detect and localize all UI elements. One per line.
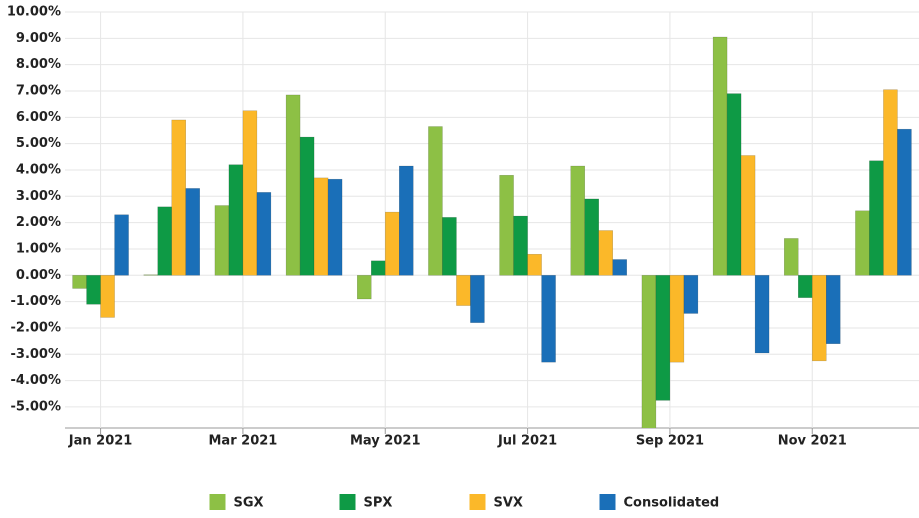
y-tick-label: -4.00%: [11, 373, 62, 388]
y-tick-label: 10.00%: [7, 5, 61, 20]
y-tick-label: 4.00%: [16, 162, 61, 177]
legend-label: Consolidated: [624, 496, 720, 511]
bar: [72, 275, 87, 289]
legend-label: SPX: [364, 496, 393, 511]
bar: [812, 275, 827, 362]
x-tick-label: May 2021: [350, 434, 421, 449]
bar: [242, 110, 258, 276]
x-tick-label: Nov 2021: [778, 434, 847, 449]
y-tick-label: 9.00%: [16, 31, 61, 46]
bar: [171, 119, 186, 276]
legend-swatch: [339, 494, 356, 510]
bar: [157, 206, 172, 276]
y-tick-label: 6.00%: [16, 110, 61, 125]
bar: [399, 165, 414, 276]
bar: [86, 275, 101, 305]
bar: [740, 155, 756, 276]
bar: [285, 94, 301, 276]
bar: [726, 93, 742, 276]
bar: [598, 230, 613, 276]
bar: [897, 128, 912, 276]
legend-swatch: [209, 494, 226, 510]
bar: [869, 160, 884, 276]
bar: [527, 253, 542, 276]
bar: [612, 259, 627, 276]
x-tick-label: Sep 2021: [636, 434, 704, 449]
bar: [641, 275, 657, 428]
bar: [327, 178, 343, 276]
bar: [456, 275, 471, 306]
bar: [499, 174, 514, 276]
x-tick-label: Jul 2021: [497, 434, 557, 449]
bar: [357, 275, 372, 300]
y-tick-label: 2.00%: [16, 215, 61, 230]
bar: [784, 238, 799, 276]
y-tick-label: -5.00%: [11, 399, 62, 414]
bar: [100, 275, 115, 318]
bar: [313, 177, 329, 276]
bar: [385, 211, 400, 276]
bar: [855, 210, 870, 276]
bar: [214, 205, 230, 276]
legend-swatch: [469, 494, 486, 510]
bar: [712, 36, 728, 276]
bar: [428, 126, 443, 276]
bar: [442, 217, 457, 276]
bar: [143, 274, 158, 276]
bar: [570, 165, 585, 276]
bar: [826, 275, 841, 344]
y-tick-label: -1.00%: [11, 294, 62, 309]
legend-label: SGX: [234, 496, 264, 511]
bar: [185, 188, 200, 276]
legend-swatch: [599, 494, 616, 510]
bar: [371, 260, 386, 276]
y-tick-label: 3.00%: [16, 189, 61, 204]
bar: [883, 89, 898, 276]
y-tick-label: 7.00%: [16, 83, 61, 98]
bar: [541, 275, 556, 363]
x-tick-label: Jan 2021: [68, 434, 133, 449]
bar: [470, 275, 485, 323]
bar: [228, 164, 244, 276]
bar: [655, 275, 671, 401]
bar: [669, 275, 685, 363]
bar: [299, 136, 315, 276]
y-tick-label: 5.00%: [16, 136, 61, 151]
bar: [513, 215, 528, 276]
y-tick-label: 0.00%: [16, 268, 61, 283]
bar: [584, 198, 599, 276]
bar: [754, 275, 770, 354]
y-tick-label: -2.00%: [11, 320, 62, 335]
bar: [256, 192, 272, 276]
y-tick-label: -3.00%: [11, 347, 62, 362]
legend-label: SVX: [494, 496, 523, 511]
x-tick-label: Mar 2021: [209, 434, 278, 449]
y-tick-label: 8.00%: [16, 57, 61, 72]
bar: [114, 214, 129, 276]
y-tick-label: 1.00%: [16, 241, 61, 256]
bar: [798, 275, 813, 298]
bar: [683, 275, 699, 314]
